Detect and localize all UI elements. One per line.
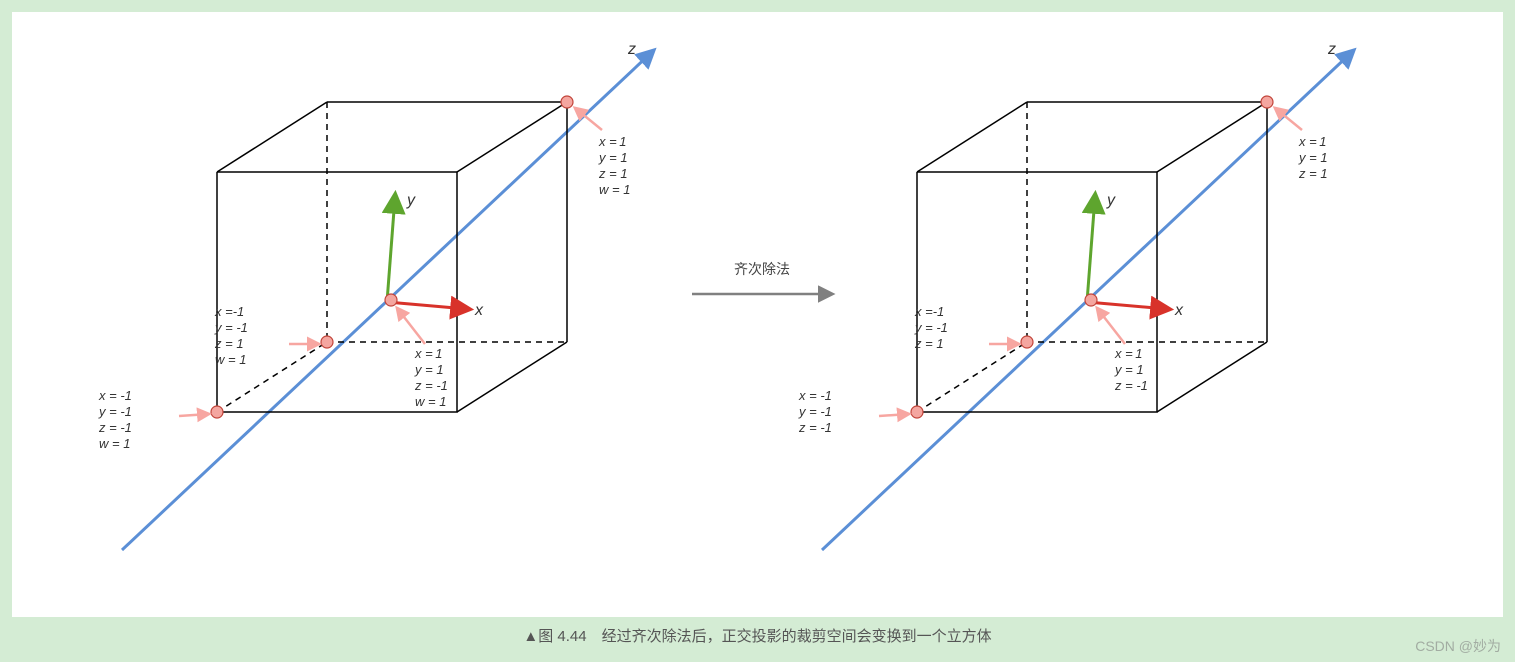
svg-text:y = 1: y = 1 xyxy=(1298,150,1328,165)
vertex-dot xyxy=(1021,336,1033,348)
x-axis xyxy=(387,302,467,309)
svg-text:w = 1: w = 1 xyxy=(599,182,630,197)
cube-edge xyxy=(217,102,327,172)
x-axis-label: x xyxy=(474,302,484,319)
cube-hidden-edge xyxy=(917,342,1027,412)
svg-text:z = 1: z = 1 xyxy=(598,166,628,181)
label-front-center: x = 1y = 1z = -1w = 1 xyxy=(414,346,448,409)
outer-container: yxzx = 1y = 1z = 1w = 1x =-1y = -1z = 1w… xyxy=(0,0,1515,662)
vertex-dot xyxy=(1261,96,1273,108)
svg-text:x = 1: x = 1 xyxy=(1114,346,1143,361)
callout-arrow xyxy=(397,308,425,344)
z-axis-label: z xyxy=(627,41,636,58)
right-cube: y x z xyxy=(822,41,1352,550)
y-axis xyxy=(387,197,395,302)
cube-edge xyxy=(457,342,567,412)
left-cube: y x z xyxy=(122,41,652,550)
svg-text:z = 1: z = 1 xyxy=(1298,166,1328,181)
diagram-svg: yxzx = 1y = 1z = 1w = 1x =-1y = -1z = 1w… xyxy=(12,12,1503,612)
x-axis-label: x xyxy=(1174,302,1184,319)
svg-text:x = -1: x = -1 xyxy=(98,388,132,403)
svg-text:x =-1: x =-1 xyxy=(214,304,244,319)
label-bottom-left: x = -1y = -1z = -1 xyxy=(798,388,832,435)
y-axis xyxy=(1087,197,1095,302)
label-front-center: x = 1y = 1z = -1 xyxy=(1114,346,1148,393)
label-bottom-left: x = -1y = -1z = -1w = 1 xyxy=(98,388,132,451)
y-axis-label: y xyxy=(406,192,416,209)
svg-text:y = 1: y = 1 xyxy=(1114,362,1144,377)
svg-text:w = 1: w = 1 xyxy=(415,394,446,409)
y-axis-label: y xyxy=(1106,192,1116,209)
cube-edge xyxy=(457,102,567,172)
cube-edge xyxy=(1157,342,1267,412)
callout-arrow xyxy=(879,414,909,416)
vertex-dot xyxy=(561,96,573,108)
z-axis-label: z xyxy=(1327,41,1336,58)
svg-text:y = 1: y = 1 xyxy=(414,362,444,377)
vertex-dot xyxy=(385,294,397,306)
svg-text:w = 1: w = 1 xyxy=(99,436,130,451)
cube-edge xyxy=(1157,102,1267,172)
svg-text:z = -1: z = -1 xyxy=(1114,378,1148,393)
label-top-right: x = 1y = 1z = 1 xyxy=(1298,134,1328,181)
svg-text:y = -1: y = -1 xyxy=(798,404,832,419)
svg-text:z = -1: z = -1 xyxy=(98,420,132,435)
vertex-dot xyxy=(1085,294,1097,306)
figure-area: yxzx = 1y = 1z = 1w = 1x =-1y = -1z = 1w… xyxy=(12,12,1503,617)
svg-text:y = -1: y = -1 xyxy=(214,320,248,335)
svg-text:z = -1: z = -1 xyxy=(414,378,448,393)
x-axis xyxy=(1087,302,1167,309)
label-top-right: x = 1y = 1z = 1w = 1 xyxy=(598,134,630,197)
vertex-dot xyxy=(211,406,223,418)
svg-text:z = 1: z = 1 xyxy=(914,336,944,351)
svg-text:y = -1: y = -1 xyxy=(98,404,132,419)
callout-arrow xyxy=(179,414,209,416)
callout-arrow xyxy=(1097,308,1125,344)
label-back-left: x =-1y = -1z = 1 xyxy=(914,304,948,351)
vertex-dot xyxy=(911,406,923,418)
svg-text:z = -1: z = -1 xyxy=(798,420,832,435)
svg-text:w = 1: w = 1 xyxy=(215,352,246,367)
svg-text:x =-1: x =-1 xyxy=(914,304,944,319)
label-back-left: x =-1y = -1z = 1w = 1 xyxy=(214,304,248,367)
watermark: CSDN @妙为 xyxy=(1415,636,1501,656)
svg-text:x = 1: x = 1 xyxy=(414,346,443,361)
figure-caption: ▲图 4.44 经过齐次除法后，正交投影的裁剪空间会变换到一个立方体 xyxy=(12,617,1503,650)
svg-text:x = 1: x = 1 xyxy=(598,134,627,149)
transform-label: 齐次除法 xyxy=(734,261,790,277)
vertex-dot xyxy=(321,336,333,348)
svg-text:x = -1: x = -1 xyxy=(798,388,832,403)
svg-text:z = 1: z = 1 xyxy=(214,336,244,351)
svg-text:y = 1: y = 1 xyxy=(598,150,628,165)
svg-text:y = -1: y = -1 xyxy=(914,320,948,335)
svg-text:x = 1: x = 1 xyxy=(1298,134,1327,149)
cube-edge xyxy=(917,102,1027,172)
